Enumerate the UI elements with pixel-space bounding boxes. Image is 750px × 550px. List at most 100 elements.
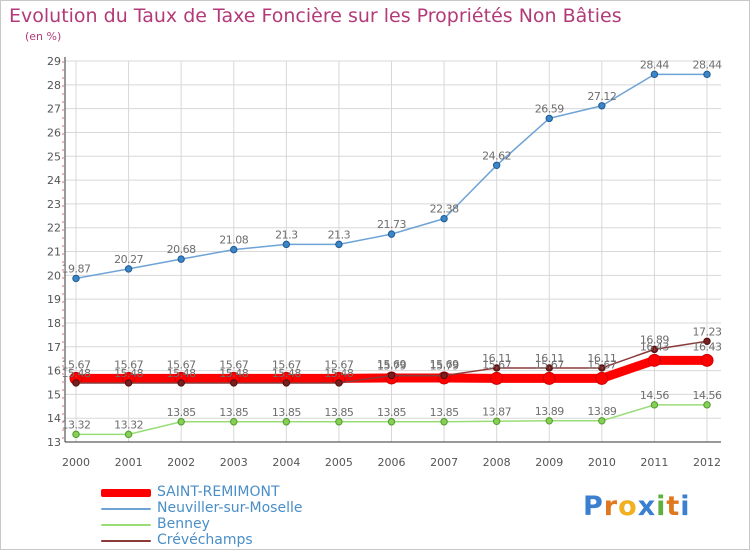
x-tick-label: 2011 [640,456,668,469]
data-label-cr-v-champs: 15.48 [219,367,248,380]
data-label-benney: 14.56 [693,389,722,402]
data-label-saint-remimont: 15.69 [377,358,406,371]
data-point-benney [703,401,711,409]
y-tick-label: 13 [47,436,61,449]
data-label-saint-remimont: 15.69 [430,358,459,371]
data-point-neuviller-sur-moselle [440,214,448,223]
data-point-cr-v-champs [124,379,133,387]
data-label-benney: 13.85 [430,406,459,419]
data-label-neuviller-sur-moselle: 22.38 [430,203,459,216]
data-point-benney [492,417,501,425]
data-point-benney [72,430,80,439]
legend-swatch [101,489,151,497]
logo-letter: t [666,491,681,522]
y-tick-label: 27 [47,103,61,116]
proxiti-logo: Proxiti [583,491,691,522]
data-label-neuviller-sur-moselle: 21.3 [328,228,351,241]
data-label-cr-v-champs: 16.89 [640,333,669,346]
data-point-neuviller-sur-moselle [230,245,238,254]
data-label-saint-remimont: 15.67 [482,358,511,371]
logo-letter: o [618,491,638,522]
data-label-neuviller-sur-moselle: 21.08 [219,234,248,247]
data-label-saint-remimont: 15.67 [272,358,301,371]
legend-swatch [101,524,151,526]
data-label-benney: 13.89 [587,405,616,418]
data-label-benney: 13.32 [114,418,143,431]
legend-swatch [101,508,151,510]
data-label-benney: 13.85 [377,406,406,419]
data-label-neuviller-sur-moselle: 21.73 [377,218,406,231]
y-tick-label: 16 [47,365,61,378]
data-point-cr-v-champs [545,364,553,372]
data-label-benney: 13.32 [62,418,91,431]
line-chart: 13 14 15 16 17 18 19 20 21 22 23 24 25 26 27 28 29 2000 20… [47,55,722,469]
y-tick-label: 26 [47,126,61,139]
data-point-neuviller-sur-moselle [177,255,185,263]
data-point-cr-v-champs [440,371,448,380]
data-label-neuviller-sur-moselle: 20.27 [114,253,143,266]
data-point-cr-v-champs [177,379,185,387]
logo-letter: i [656,491,667,522]
logo-letter: P [583,491,604,522]
chart-title: Evolution du Taux de Taxe Foncière sur l… [9,5,622,27]
data-label-neuviller-sur-moselle: 28.44 [693,58,722,71]
data-label-neuviller-sur-moselle: 27.12 [587,90,616,103]
legend-label: Benney [157,516,210,532]
data-label-cr-v-champs: 16.11 [482,352,511,365]
legend-label: Crévéchamps [157,532,253,548]
data-point-neuviller-sur-moselle [598,102,606,110]
data-point-neuviller-sur-moselle [387,230,396,238]
data-point-neuviller-sur-moselle [72,274,80,283]
data-point-saint-remimont [647,353,661,367]
y-tick-label: 24 [47,174,61,187]
chart-unit-label: (en %) [25,30,62,43]
data-label-benney: 13.85 [167,406,196,419]
legend-swatch [101,540,151,542]
data-point-neuviller-sur-moselle [650,70,659,79]
data-label-saint-remimont: 15.67 [62,358,91,371]
data-point-cr-v-champs [387,371,396,380]
data-label-cr-v-champs: 16.11 [535,352,564,365]
data-point-benney [545,417,553,425]
data-label-cr-v-champs: 15.48 [324,367,353,380]
data-point-benney [598,417,606,425]
x-tick-label: 2007 [430,456,458,469]
data-point-neuviller-sur-moselle [492,161,501,169]
data-point-saint-remimont [490,371,504,385]
data-point-benney [230,418,238,426]
x-tick-label: 2010 [588,456,616,469]
data-label-saint-remimont: 15.67 [587,358,616,371]
y-tick-label: 20 [47,269,61,282]
data-point-cr-v-champs [703,337,711,345]
data-point-cr-v-champs [230,379,238,387]
y-tick-label: 18 [47,317,61,330]
logo-letter: r [603,491,619,522]
data-label-saint-remimont: 15.67 [114,358,143,371]
data-label-benney: 13.89 [535,405,564,418]
x-tick-label: 2002 [167,456,195,469]
series-layer [69,70,714,439]
data-point-cr-v-champs [282,379,291,387]
data-point-benney [177,418,185,426]
x-tick-label: 2012 [693,456,721,469]
data-label-saint-remimont: 15.67 [167,358,196,371]
x-tick-label: 2006 [378,456,406,469]
data-label-neuviller-sur-moselle: 24.62 [482,149,511,162]
data-label-saint-remimont: 15.67 [324,358,353,371]
data-label-cr-v-champs: 15.48 [62,367,91,380]
y-tick-label: 23 [47,198,61,211]
data-label-cr-v-champs: 15.48 [167,367,196,380]
data-label-benney: 13.85 [272,406,301,419]
data-point-saint-remimont [542,371,556,385]
data-label-cr-v-champs: 15.48 [114,367,143,380]
data-label-benney: 13.85 [324,406,353,419]
data-label-saint-remimont: 16.43 [693,340,722,353]
x-tick-label: 2000 [62,456,90,469]
y-tick-label: 28 [47,79,61,92]
data-label-cr-v-champs: 15.79 [377,360,406,373]
data-point-neuviller-sur-moselle [282,240,291,249]
data-point-benney [650,401,659,409]
data-label-cr-v-champs: 15.48 [272,367,301,380]
data-label-benney: 13.87 [482,405,511,418]
data-point-neuviller-sur-moselle [335,240,343,249]
